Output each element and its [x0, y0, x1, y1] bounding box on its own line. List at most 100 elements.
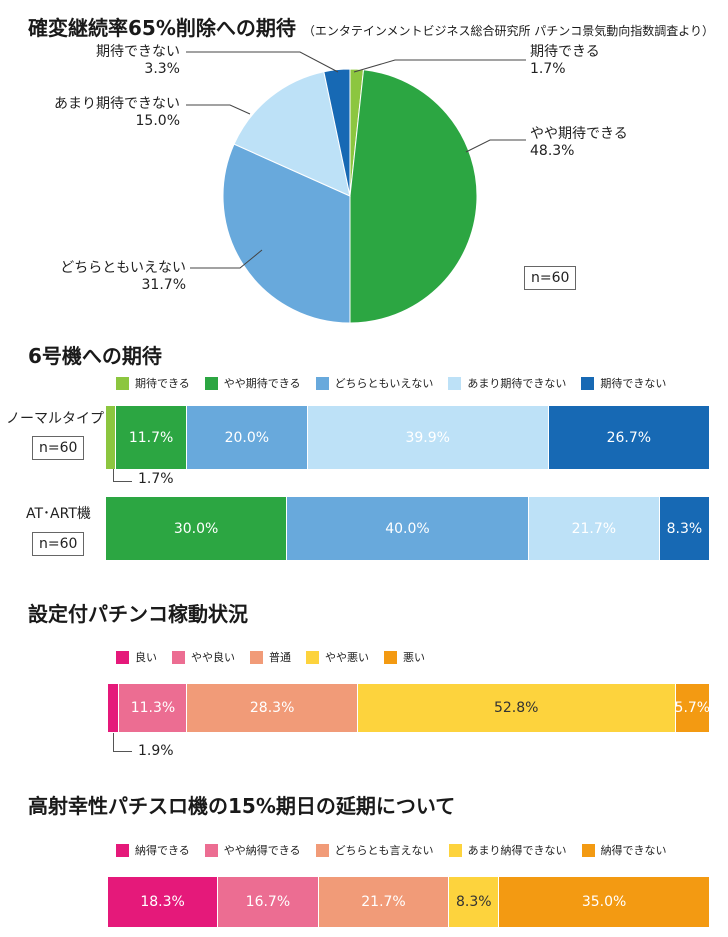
pie-value-text: 1.7%	[530, 61, 566, 77]
bar-segment	[108, 684, 120, 732]
legend-label: 納得できる	[135, 844, 190, 857]
legend-swatch	[315, 843, 329, 857]
legend-label: やや期待できる	[223, 377, 301, 390]
pie-label-text: 期待できない	[96, 44, 180, 60]
stacked-bar-kosyako: 18.3% 16.7% 21.7% 8.3% 35.0%	[108, 877, 710, 927]
legend-item: 納得できる	[116, 842, 190, 858]
legend-swatch	[250, 650, 263, 664]
stacked-bar-settei: 11.3% 28.3% 52.8% 5.7%	[108, 684, 710, 732]
pie-label-kitai-dekiru: 期待できる 1.7%	[530, 44, 600, 78]
legend-swatch	[315, 376, 329, 390]
legend-item: どちらとも言えない	[315, 842, 434, 858]
section2-legend: 期待できる やや期待できる どちらともいえない あまり期待できない 期待できない	[116, 375, 681, 391]
bar-segment: 35.0%	[499, 877, 710, 927]
section3-legend: 良い やや良い 普通 やや悪い 悪い	[116, 649, 440, 665]
pie-leader-line	[186, 51, 339, 73]
bar-segment: 30.0%	[106, 497, 288, 560]
legend-label: やや悪い	[325, 651, 369, 664]
row-n-at-art: n=60	[32, 532, 85, 556]
bar-segment: 40.0%	[287, 497, 529, 560]
legend-label: 期待できない	[600, 377, 667, 390]
legend-item: あまり納得できない	[448, 842, 567, 858]
legend-label: どちらともいえない	[334, 377, 434, 390]
legend-swatch	[448, 843, 462, 857]
legend-swatch	[306, 650, 319, 664]
bar-segment: 16.7%	[218, 877, 319, 927]
row-label-normal: ノーマルタイプ	[6, 411, 104, 427]
callout-line-normal	[113, 469, 132, 482]
callout-settei: 1.9%	[138, 743, 174, 759]
bar-segment: 26.7%	[548, 406, 710, 469]
legend-item: やや期待できる	[204, 375, 301, 391]
row-label-at-art: AT･ART機	[26, 506, 91, 522]
pie-label-text: やや期待できる	[530, 126, 628, 142]
pie-leader-line	[465, 139, 526, 153]
stacked-bar-normal: 11.7% 20.0% 39.9% 26.7%	[106, 406, 710, 469]
callout-line-settei	[113, 733, 132, 752]
bar-segment: 11.3%	[119, 684, 188, 732]
pie-label-dochira: どちらともいえない 31.7%	[40, 260, 186, 294]
legend-item: やや良い	[172, 649, 235, 665]
legend-item: やや納得できる	[204, 842, 301, 858]
pie-leader-line	[186, 104, 251, 115]
bar-segment: 21.7%	[318, 877, 450, 927]
legend-item: やや悪い	[306, 649, 369, 665]
legend-swatch	[384, 650, 397, 664]
bar-segment: 21.7%	[528, 497, 660, 560]
legend-swatch	[581, 376, 595, 390]
legend-swatch	[448, 376, 462, 390]
legend-label: 納得できない	[600, 844, 667, 857]
pie-slice	[323, 68, 351, 197]
bar-segment	[106, 406, 117, 469]
legend-label: 良い	[135, 651, 157, 664]
pie-label-yaya-kitai: やや期待できる 48.3%	[530, 126, 628, 160]
legend-item: どちらともいえない	[315, 375, 434, 391]
legend-label: 悪い	[403, 651, 425, 664]
legend-item: 悪い	[384, 649, 425, 665]
pie-value-text: 15.0%	[135, 113, 180, 129]
legend-swatch	[172, 650, 185, 664]
pie-chart	[186, 51, 526, 324]
legend-label: 普通	[269, 651, 291, 664]
pie-label-text: 期待できる	[530, 44, 600, 60]
pie-value-text: 48.3%	[530, 143, 575, 159]
pie-slice	[233, 71, 351, 197]
pie-chart-title: 確変継続率65%削除への期待 （エンタテインメントビジネス総合研究所 パチンコ景…	[28, 12, 714, 41]
pie-label-text: あまり期待できない	[54, 96, 180, 112]
section2-title: 6号機への期待	[28, 344, 162, 368]
section4-legend: 納得できる やや納得できる どちらとも言えない あまり納得できない 納得できない	[116, 842, 682, 858]
legend-item: 良い	[116, 649, 157, 665]
bar-segment: 5.7%	[675, 684, 710, 732]
legend-swatch	[581, 843, 595, 857]
bar-segment: 18.3%	[108, 877, 219, 927]
legend-swatch	[116, 843, 129, 857]
bar-segment: 52.8%	[357, 684, 676, 732]
bar-segment: 8.3%	[659, 497, 710, 560]
bar-segment: 20.0%	[186, 406, 308, 469]
legend-item: あまり期待できない	[448, 375, 566, 391]
legend-label: やや良い	[191, 651, 235, 664]
callout-normal: 1.7%	[138, 471, 174, 487]
pie-value-text: 3.3%	[144, 61, 180, 77]
bar-segment: 28.3%	[187, 684, 358, 732]
bar-segment: 11.7%	[116, 406, 187, 469]
bar-segment: 8.3%	[449, 877, 500, 927]
legend-label: どちらとも言えない	[334, 844, 434, 857]
legend-item: 期待できる	[116, 375, 190, 391]
section3-title: 設定付パチンコ稼動状況	[28, 602, 248, 626]
pie-label-text: どちらともいえない	[60, 260, 186, 276]
legend-label: 期待できる	[135, 377, 190, 390]
legend-label: あまり期待できない	[467, 377, 567, 390]
pie-title-text: 確変継続率65%削除への期待	[28, 16, 296, 40]
legend-swatch	[204, 376, 218, 390]
section4-title: 高射幸性パチスロ機の15%期日の延期について	[28, 794, 456, 818]
pie-subtitle: （エンタテインメントビジネス総合研究所 パチンコ景気動向指数調査より）	[302, 24, 715, 38]
legend-label: あまり納得できない	[467, 844, 567, 857]
pie-value-text: 31.7%	[141, 277, 186, 293]
pie-leader-line	[353, 59, 526, 73]
legend-label: やや納得できる	[223, 844, 301, 857]
row-n-normal: n=60	[32, 436, 85, 460]
legend-swatch	[204, 843, 218, 857]
pie-slice	[349, 69, 478, 324]
bar-segment: 39.9%	[307, 406, 549, 469]
